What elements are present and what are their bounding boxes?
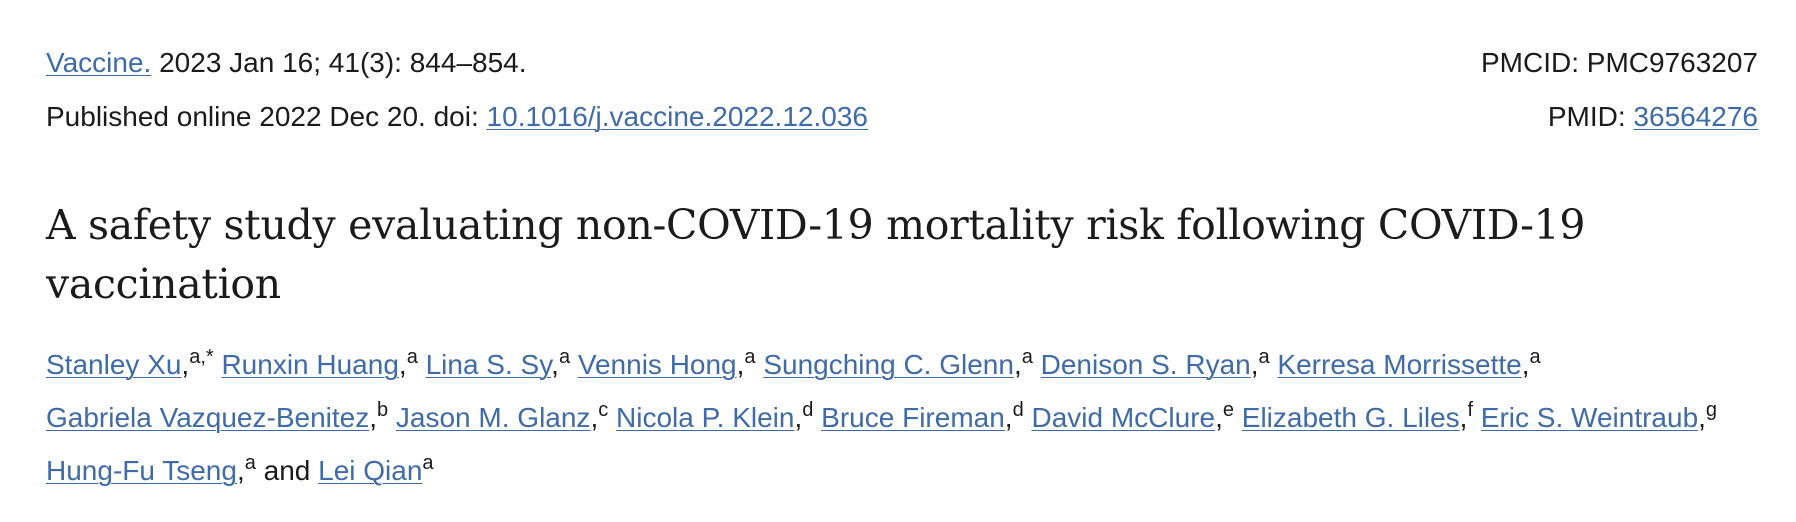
author-item: Gabriela Vazquez-Benitez,b: [46, 399, 389, 433]
author-item: Elizabeth G. Liles,f: [1241, 399, 1474, 433]
affiliation-marker: a: [1529, 346, 1541, 368]
author-link[interactable]: Nicola P. Klein: [616, 402, 795, 433]
author-item: Denison S. Ryan,a: [1040, 346, 1270, 380]
author-separator: ,: [369, 402, 377, 433]
author-separator: ,: [236, 455, 245, 486]
author-separator: ,: [1698, 402, 1706, 433]
author-link[interactable]: Kerresa Morrissette: [1277, 349, 1522, 380]
author-link[interactable]: Gabriela Vazquez-Benitez: [46, 402, 370, 433]
author-separator: ,: [736, 349, 745, 380]
journal-link[interactable]: Vaccine.: [46, 47, 152, 78]
issue-info: 2023 Jan 16; 41(3): 844–854.: [151, 47, 527, 78]
author-separator: ,: [794, 402, 803, 433]
author-item: Eric S. Weintraub,g: [1480, 399, 1718, 433]
doi-link[interactable]: 10.1016/j.vaccine.2022.12.036: [486, 101, 868, 132]
affiliation-marker: a: [558, 346, 571, 368]
affiliation-marker: a: [1258, 346, 1270, 368]
author-item: David McClure,e: [1031, 399, 1234, 433]
author-conjunction: and: [255, 455, 319, 486]
citation-row-1: Vaccine. 2023 Jan 16; 41(3): 844–854. PM…: [46, 36, 1758, 90]
author-item: Lina S. Sy,a: [425, 346, 571, 380]
affiliation-marker: a,*: [189, 346, 214, 368]
author-separator: ,: [551, 349, 559, 380]
author-item: Bruce Fireman,d: [821, 399, 1024, 433]
author-link[interactable]: Denison S. Ryan: [1040, 349, 1251, 380]
author-item: Kerresa Morrissette,a: [1277, 346, 1541, 380]
affiliation-marker: c: [598, 399, 609, 421]
affiliation-marker: b: [377, 399, 389, 421]
affiliation-marker: f: [1467, 399, 1474, 421]
affiliation-marker: g: [1705, 399, 1718, 421]
author-link[interactable]: Elizabeth G. Liles: [1241, 402, 1460, 433]
author-separator: ,: [1004, 402, 1013, 433]
author-separator: ,: [1013, 349, 1022, 380]
journal-citation: Vaccine. 2023 Jan 16; 41(3): 844–854.: [46, 36, 527, 90]
affiliation-marker: a: [422, 452, 434, 474]
author-item: Nicola P. Klein,d: [616, 399, 814, 433]
pmcid-block: PMCID: PMC9763207: [1481, 36, 1758, 90]
author-link[interactable]: Bruce Fireman: [821, 402, 1005, 433]
author-link[interactable]: Jason M. Glanz: [395, 402, 591, 433]
affiliation-marker: a: [1021, 346, 1033, 368]
author-link[interactable]: Vennis Hong: [577, 349, 737, 380]
affiliation-marker: a: [244, 452, 256, 474]
pmid-link[interactable]: 36564276: [1633, 101, 1758, 132]
pmcid-label: PMCID:: [1480, 47, 1587, 78]
published-prefix: Published online 2022 Dec 20. doi:: [46, 101, 487, 132]
affiliation-marker: d: [1012, 399, 1024, 421]
author-separator: ,: [181, 349, 190, 380]
author-link[interactable]: David McClure: [1031, 402, 1216, 433]
author-item: Stanley Xu,a,*: [46, 346, 214, 380]
author-link[interactable]: Sungching C. Glenn: [763, 349, 1014, 380]
author-link[interactable]: Lina S. Sy: [425, 349, 552, 380]
article-title: A safety study evaluating non-COVID-19 m…: [46, 201, 1586, 308]
affiliation-marker: e: [1222, 399, 1234, 421]
author-link[interactable]: Stanley Xu: [46, 349, 182, 380]
article-header: Vaccine. 2023 Jan 16; 41(3): 844–854. PM…: [46, 36, 1758, 497]
author-item: Sungching C. Glenn,a: [763, 346, 1033, 380]
author-separator: ,: [1215, 402, 1223, 433]
author-link[interactable]: Runxin Huang: [221, 349, 399, 380]
affiliation-marker: a: [744, 346, 756, 368]
citation-row-2: Published online 2022 Dec 20. doi: 10.10…: [46, 90, 1758, 144]
author-separator: ,: [1459, 402, 1468, 433]
author-link[interactable]: Eric S. Weintraub: [1480, 402, 1699, 433]
pmid-label: PMID:: [1547, 101, 1634, 132]
affiliation-marker: a: [406, 346, 418, 368]
author-separator: ,: [398, 349, 407, 380]
author-link[interactable]: Lei Qian: [318, 455, 423, 486]
author-separator: ,: [1250, 349, 1259, 380]
author-item: Jason M. Glanz,c: [395, 399, 609, 433]
author-list: Stanley Xu,a,* Runxin Huang,a Lina S. Sy…: [46, 338, 1758, 497]
publication-info: Published online 2022 Dec 20. doi: 10.10…: [46, 90, 868, 144]
author-item: Hung-Fu Tseng,a: [46, 452, 256, 486]
author-separator: ,: [1521, 349, 1530, 380]
author-item: Runxin Huang,a: [221, 346, 418, 380]
author-item: Lei Qiana: [318, 452, 434, 486]
author-item: Vennis Hong,a: [577, 346, 756, 380]
author-link[interactable]: Hung-Fu Tseng: [46, 455, 237, 486]
pmcid-value: PMC9763207: [1586, 47, 1758, 78]
pmid-block: PMID: 36564276: [1548, 90, 1758, 144]
affiliation-marker: d: [802, 399, 814, 421]
author-separator: ,: [590, 402, 599, 433]
